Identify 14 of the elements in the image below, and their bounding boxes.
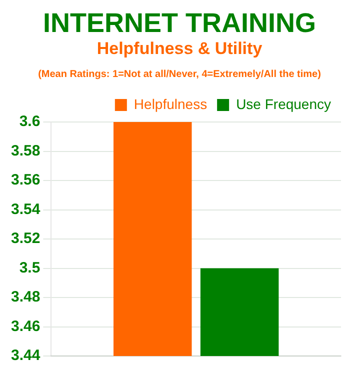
y-tick-label: 3.52 bbox=[10, 230, 40, 248]
chart-title: INTERNET TRAINING bbox=[42, 8, 317, 38]
chart-subtitle: Helpfulness & Utility bbox=[96, 38, 264, 60]
text: (Mean Ratings: 1=Not at all/Never, 4=Extremely/All the time) bbox=[37, 68, 322, 82]
y-tick-label: 3.46 bbox=[10, 318, 40, 335]
y-tick-label: 3.44 bbox=[10, 347, 41, 364]
legend-label: Use Frequency bbox=[236, 96, 332, 112]
y-tick-label: 3.5 bbox=[19, 259, 40, 276]
y-tick-label: 3.58 bbox=[10, 142, 40, 160]
y-tick-label: 3.48 bbox=[10, 288, 40, 306]
y-tick-label: 3.6 bbox=[19, 113, 40, 130]
legend-label: Helpfulness bbox=[134, 96, 208, 112]
y-tick-label: 3.56 bbox=[10, 172, 40, 189]
y-tick-label: 3.54 bbox=[10, 200, 41, 218]
